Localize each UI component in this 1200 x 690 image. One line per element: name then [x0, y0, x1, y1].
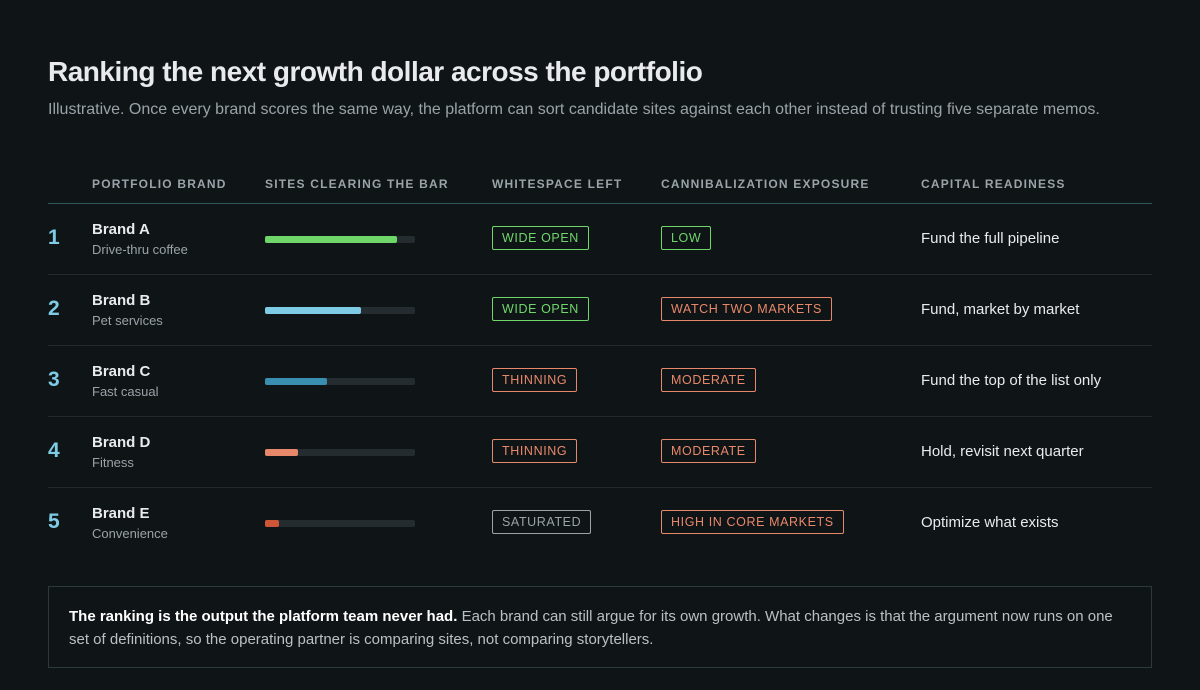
column-header: PORTFOLIO BRAND [92, 177, 227, 191]
bar-track [265, 307, 415, 314]
cannibalization-badge: WATCH TWO MARKETS [661, 297, 832, 321]
brand-category: Fitness [92, 455, 134, 470]
capital-readiness: Optimize what exists [921, 514, 1059, 531]
note: The ranking is the output the platform t… [48, 586, 1152, 668]
brand-category: Drive-thru coffee [92, 242, 188, 257]
cannibalization-badge: MODERATE [661, 368, 756, 392]
note-body: Each brand can still argue for its own g… [69, 608, 1113, 648]
whitespace-badge: WIDE OPEN [492, 297, 589, 321]
column-header: CANNIBALIZATION EXPOSURE [661, 177, 870, 191]
capital-readiness: Fund the top of the list only [921, 372, 1102, 389]
cannibalization-badge: LOW [661, 226, 712, 250]
cannibalization-badge: HIGH IN CORE MARKETS [661, 510, 844, 534]
capital-readiness: Fund the full pipeline [921, 230, 1060, 247]
row-rule [48, 487, 1152, 488]
subtitle: Illustrative. Once every brand scores th… [48, 101, 1100, 118]
note-lead: The ranking is the output the platform t… [69, 608, 458, 625]
rank: 5 [48, 510, 60, 533]
brand-category: Pet services [92, 313, 163, 328]
bar-track [265, 520, 415, 527]
bar-track [265, 449, 415, 456]
bar-track [265, 236, 415, 243]
rank: 3 [48, 368, 60, 391]
brand-category: Convenience [92, 526, 168, 541]
bar-track [265, 378, 415, 385]
brand-name: Brand B [92, 292, 151, 309]
column-header: CAPITAL READINESS [921, 177, 1066, 191]
brand-name: Brand E [92, 505, 150, 522]
brand-name: Brand C [92, 363, 151, 380]
whitespace-badge: SATURATED [492, 510, 592, 534]
bar [265, 236, 397, 243]
column-header: SITES CLEARING THE BAR [265, 177, 449, 191]
header-rule [48, 203, 1152, 204]
capital-readiness: Fund, market by market [921, 301, 1080, 318]
bar [265, 449, 298, 456]
cannibalization-badge: MODERATE [661, 439, 756, 463]
brand-category: Fast casual [92, 384, 159, 399]
row-rule [48, 345, 1152, 346]
whitespace-badge: THINNING [492, 368, 578, 392]
brand-name: Brand A [92, 221, 150, 238]
brand-name: Brand D [92, 434, 151, 451]
whitespace-badge: WIDE OPEN [492, 226, 589, 250]
title: Ranking the next growth dollar across th… [48, 56, 703, 87]
bar [265, 520, 279, 527]
row-rule [48, 416, 1152, 417]
whitespace-badge: THINNING [492, 439, 578, 463]
row-rule [48, 274, 1152, 275]
rank: 1 [48, 226, 60, 249]
column-header: WHITESPACE LEFT [492, 177, 623, 191]
bar [265, 307, 361, 314]
capital-readiness: Hold, revisit next quarter [921, 443, 1084, 460]
bar [265, 378, 327, 385]
rank: 4 [48, 439, 60, 462]
rank: 2 [48, 297, 60, 320]
